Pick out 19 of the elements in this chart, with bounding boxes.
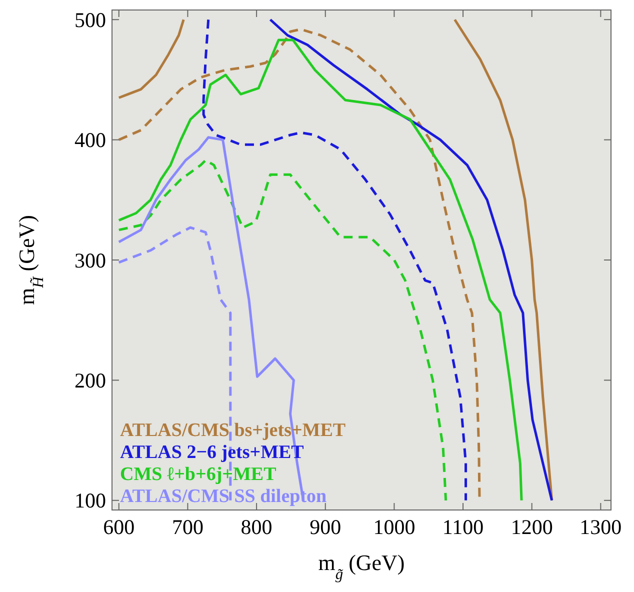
text: ATLAS 2−6 jets+MET (120, 442, 304, 463)
y-tick-label: 100 (74, 488, 106, 513)
text: CMS ℓ+b+6j+MET (120, 464, 277, 485)
series-label: ATLAS/CMS SS dilepton (120, 486, 328, 507)
x-tick-label: 1000 (373, 515, 416, 539)
x-tick-label: 1300 (580, 515, 622, 539)
x-tick-label: 800 (240, 515, 272, 539)
x-tick-label: 900 (310, 515, 342, 539)
x-axis-title: m$_{g̃}$ (GeV) (318, 550, 405, 582)
x-tick-label: 700 (172, 515, 204, 539)
y-tick-label: 300 (74, 248, 106, 272)
y-tick-label: 200 (74, 368, 106, 393)
y-tick-label: 500 (74, 8, 106, 32)
x-tick-label: 600 (103, 515, 135, 539)
x-tick-label: 1100 (442, 515, 484, 539)
line-series (454, 18, 554, 502)
y-tick-label: 400 (74, 128, 106, 152)
x-tick-label: 1200 (510, 515, 553, 539)
line-series (118, 18, 185, 99)
